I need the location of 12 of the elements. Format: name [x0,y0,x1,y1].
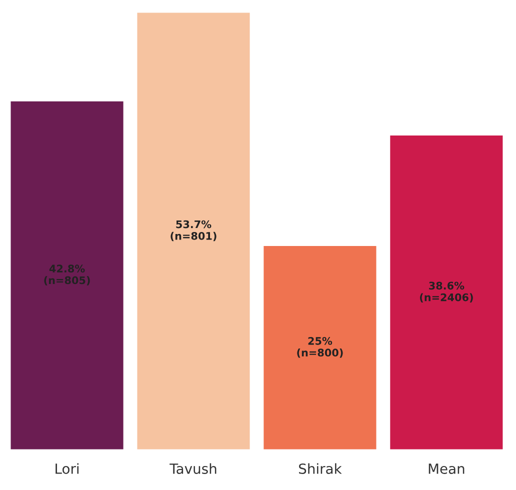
x-tick-label: Mean [428,464,464,474]
bar [137,12,250,450]
data-label: 25% (n=800) [297,337,343,358]
data-label: 38.6% (n=2406) [420,282,473,302]
x-tick-label: Lori [56,463,79,474]
bar [390,135,503,450]
data-label: 53.7% (n=801) [170,220,216,242]
bar [264,246,376,450]
bar [10,101,124,450]
x-tick-label: Tavush [170,463,216,474]
x-tick-label: Shirak [299,463,342,474]
data-label: 42.8% (n=805) [44,264,90,286]
